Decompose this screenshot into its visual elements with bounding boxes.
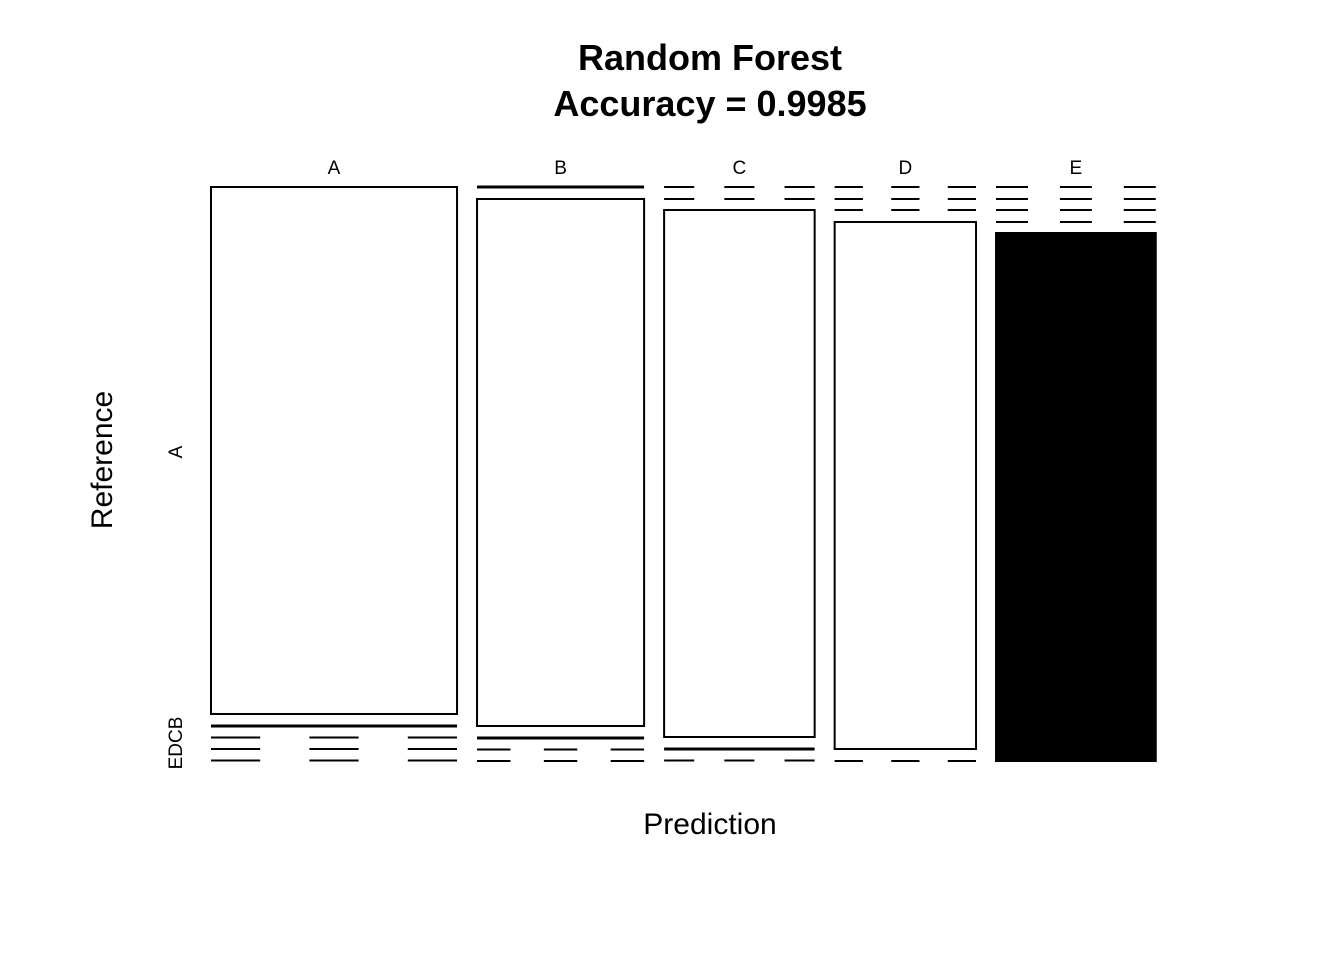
mosaic-cell	[833, 221, 978, 750]
mosaic-marks: A B C D E A EDCB	[166, 158, 1157, 770]
mosaic-cell	[476, 198, 646, 727]
mosaic-cell	[663, 209, 816, 738]
y-tick-label: EDCB	[166, 717, 187, 770]
x-axis-title: Prediction	[643, 808, 776, 841]
x-tick-label: D	[898, 158, 912, 179]
x-tick-label: B	[554, 158, 567, 179]
chart-subtitle: Accuracy = 0.9985	[553, 83, 866, 124]
mosaic-cell	[995, 232, 1157, 762]
mosaic-cell	[210, 186, 459, 715]
x-tick-label: C	[733, 158, 747, 179]
y-tick-label: A	[166, 445, 187, 458]
x-tick-label: A	[328, 158, 341, 179]
chart-title: Random Forest	[578, 37, 842, 78]
x-tick-label: E	[1070, 158, 1083, 179]
y-axis-title: Reference	[86, 391, 119, 529]
